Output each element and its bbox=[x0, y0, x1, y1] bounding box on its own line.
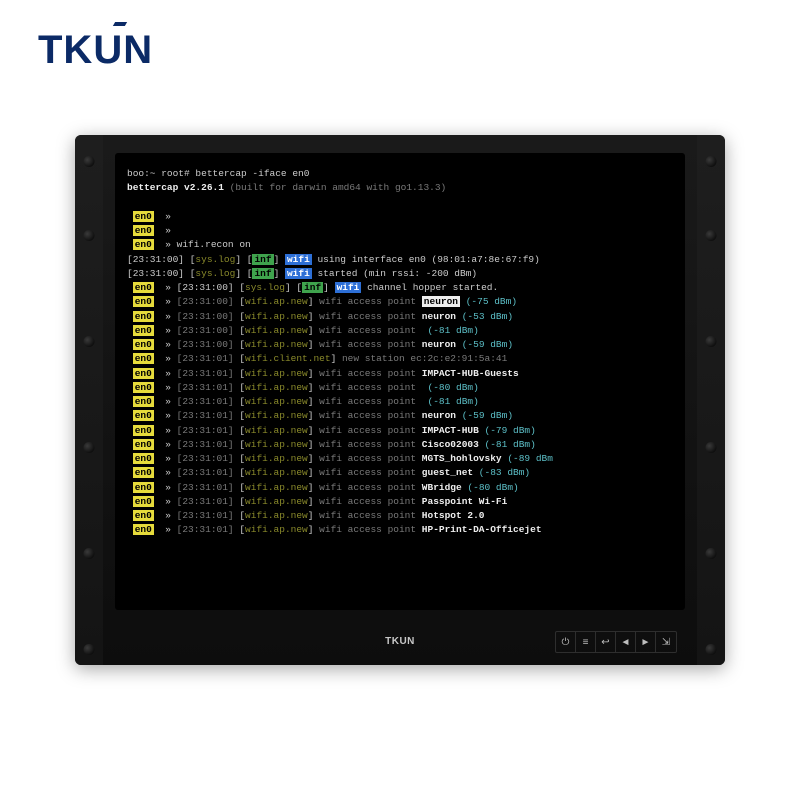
source-icon[interactable]: ⇲ bbox=[656, 632, 676, 652]
logo-lead: TK bbox=[38, 28, 93, 72]
logo-tail: N bbox=[123, 28, 153, 72]
mounting-screw bbox=[706, 442, 717, 453]
rack-ear-right bbox=[697, 135, 725, 665]
monitor-controls: ⏻≡↩◄►⇲ bbox=[555, 631, 677, 653]
industrial-monitor: boo:~ root# bettercap -iface en0betterca… bbox=[75, 135, 725, 665]
menu-icon[interactable]: ≡ bbox=[576, 632, 596, 652]
mounting-screw bbox=[706, 644, 717, 655]
mounting-screw bbox=[84, 230, 95, 241]
mounting-screw bbox=[84, 548, 95, 559]
left-icon[interactable]: ◄ bbox=[616, 632, 636, 652]
mounting-screw bbox=[84, 336, 95, 347]
terminal-output: boo:~ root# bettercap -iface en0betterca… bbox=[115, 153, 685, 548]
back-icon[interactable]: ↩ bbox=[596, 632, 616, 652]
mounting-screw bbox=[84, 442, 95, 453]
mounting-screw bbox=[706, 336, 717, 347]
mounting-screw bbox=[84, 644, 95, 655]
logo-accent: U bbox=[93, 28, 123, 72]
power-icon[interactable]: ⏻ bbox=[556, 632, 576, 652]
rack-ear-left bbox=[75, 135, 103, 665]
mounting-screw bbox=[84, 156, 95, 167]
mounting-screw bbox=[706, 548, 717, 559]
mounting-screw bbox=[706, 156, 717, 167]
monitor-brand-label: TKUN bbox=[385, 636, 415, 647]
screen: boo:~ root# bettercap -iface en0betterca… bbox=[115, 153, 685, 610]
right-icon[interactable]: ► bbox=[636, 632, 656, 652]
mounting-screw bbox=[706, 230, 717, 241]
brand-logo: TKUN bbox=[38, 28, 153, 73]
